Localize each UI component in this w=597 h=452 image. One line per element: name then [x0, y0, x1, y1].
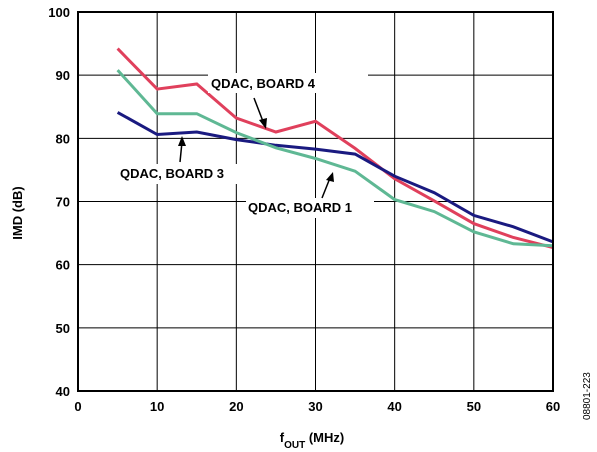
y-tick-label: 40: [56, 384, 70, 399]
series-line-qdac-board-1: [116, 69, 554, 248]
y-tick-label: 70: [56, 195, 70, 210]
annotation-board1: QDAC, BOARD 1: [246, 172, 374, 218]
y-tick-label: 60: [56, 258, 70, 273]
x-tick-label: 20: [229, 399, 243, 414]
x-tick-label: 0: [74, 399, 81, 414]
series-lines: [116, 47, 554, 250]
annotation-board3: QDAC, BOARD 3: [118, 136, 248, 184]
y-axis-label: IMD (dB): [10, 186, 25, 239]
x-axis-label-sub: OUT: [284, 440, 305, 451]
x-tick-label: 60: [546, 399, 560, 414]
annotation-board1-label: QDAC, BOARD 1: [248, 200, 352, 215]
y-tick-label: 90: [56, 68, 70, 83]
y-tick-label: 80: [56, 131, 70, 146]
y-tick-labels: 40 50 60 70 80 90 100: [48, 5, 70, 399]
annotation-board4: QDAC, BOARD 4: [208, 73, 368, 129]
x-tick-label: 30: [308, 399, 322, 414]
x-tick-label: 10: [150, 399, 164, 414]
x-tick-label: 40: [387, 399, 401, 414]
plot-frame: [77, 11, 554, 392]
y-tick-label: 100: [48, 5, 70, 20]
annotation-board3-label: QDAC, BOARD 3: [120, 166, 224, 181]
series-line-qdac-board-3: [116, 111, 554, 244]
x-axis-label: fOUT (MHz): [280, 430, 344, 451]
x-axis-label-main: f: [280, 430, 285, 445]
series-line-qdac-board-4: [116, 47, 554, 250]
annotation-board4-label: QDAC, BOARD 4: [211, 76, 316, 91]
x-tick-label: 50: [467, 399, 481, 414]
x-tick-labels: 0 10 20 30 40 50 60: [74, 399, 560, 414]
x-axis-label-unit: (MHz): [305, 430, 344, 445]
y-tick-label: 50: [56, 321, 70, 336]
figure-id: 08801-223: [582, 372, 593, 420]
